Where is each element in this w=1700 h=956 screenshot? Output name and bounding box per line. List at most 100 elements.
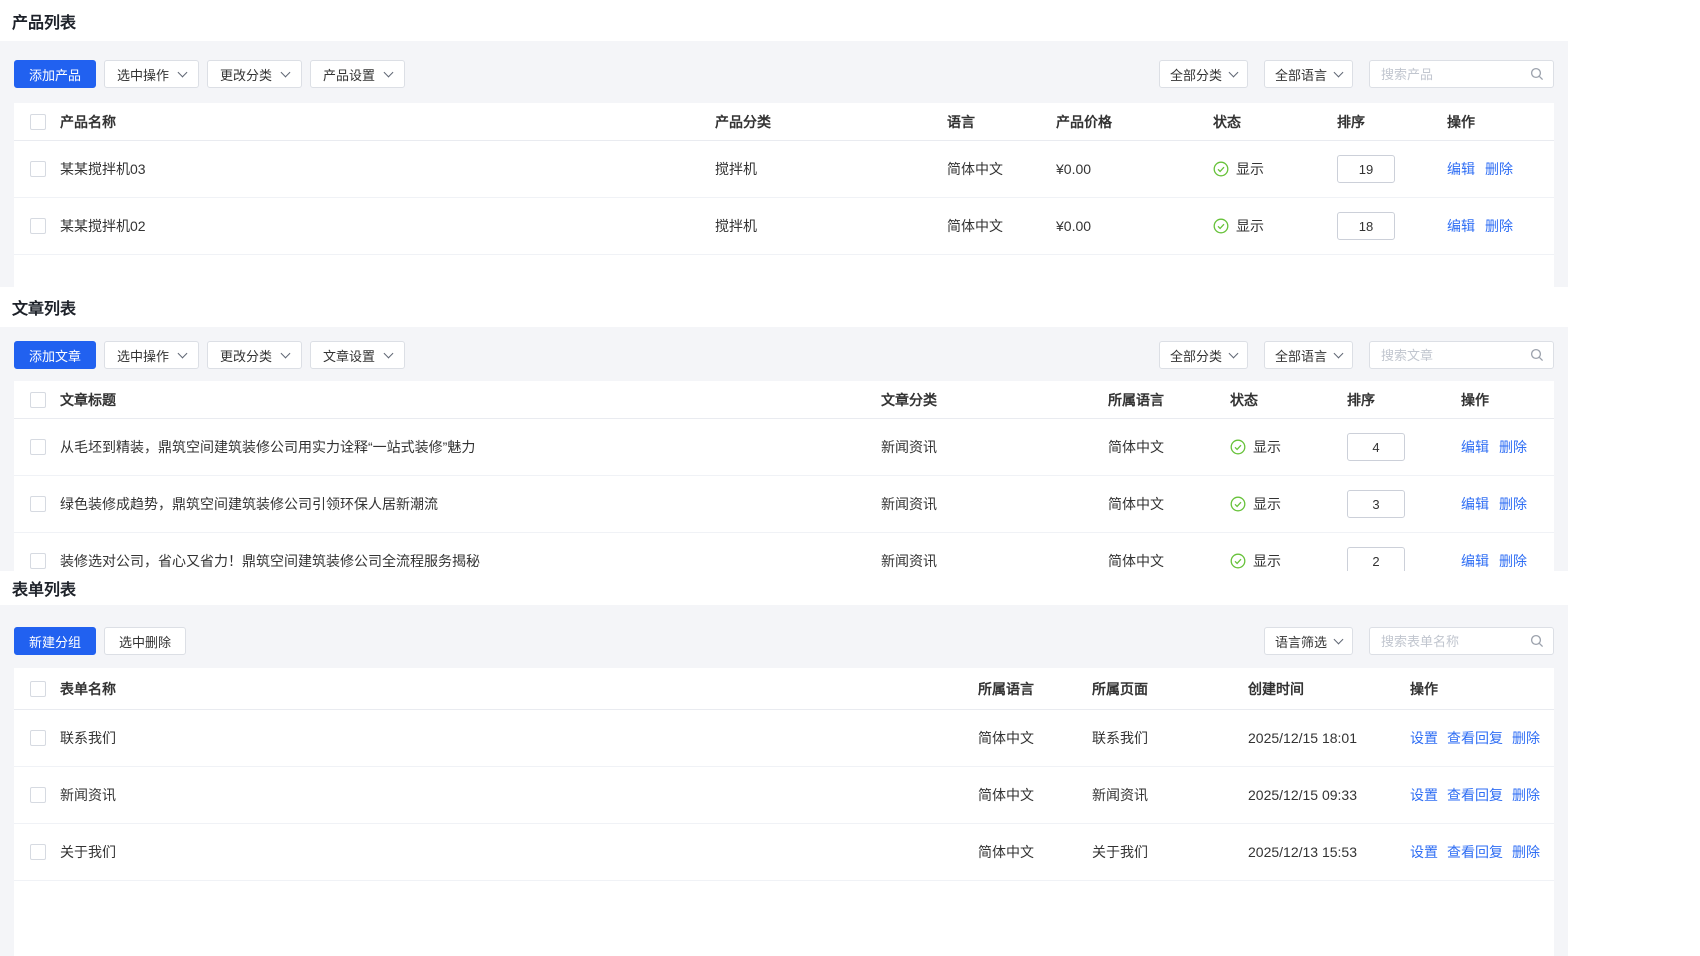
search-input[interactable]: [1379, 632, 1530, 650]
table-row: 绿色装修成趋势，鼎筑空间建筑装修公司引领环保人居新潮流 新闻资讯 简体中文 显示…: [14, 476, 1554, 533]
product-settings-dropdown[interactable]: 产品设置: [310, 60, 406, 88]
select-all-checkbox[interactable]: [30, 391, 46, 408]
edit-link[interactable]: 编辑: [1447, 218, 1475, 234]
form-page: 联系我们: [1092, 730, 1148, 746]
product-name: 某某搅拌机03: [60, 161, 146, 177]
product-price: ¥0.00: [1056, 218, 1092, 234]
article-settings-dropdown[interactable]: 文章设置: [310, 341, 406, 369]
article-category: 新闻资讯: [881, 496, 937, 512]
selected-actions-dropdown[interactable]: 选中操作: [104, 341, 200, 369]
column-header: 排序: [1337, 113, 1365, 130]
dropdown-label: 选中操作: [117, 348, 170, 364]
status-badge: 显示: [1216, 494, 1333, 514]
column-header: 文章分类: [881, 391, 937, 408]
status-badge: 显示: [1199, 159, 1323, 179]
language-filter-dropdown[interactable]: 语言筛选: [1263, 627, 1353, 655]
delete-selected-button[interactable]: 选中删除: [104, 627, 187, 655]
row-checkbox[interactable]: [30, 787, 46, 803]
row-checkbox[interactable]: [30, 730, 46, 746]
product-name: 某某搅拌机02: [60, 218, 146, 234]
form-language: 简体中文: [978, 730, 1034, 746]
row-checkbox[interactable]: [30, 218, 46, 234]
row-checkbox[interactable]: [30, 553, 46, 569]
column-header: 产品名称: [60, 113, 116, 130]
delete-link[interactable]: 删除: [1499, 496, 1527, 512]
select-all-checkbox[interactable]: [30, 113, 46, 130]
articles-toolbar: 添加文章 选中操作 更改分类 文章设置 全部分类: [14, 341, 1554, 369]
form-name: 关于我们: [60, 844, 116, 860]
category-filter-dropdown[interactable]: 全部分类: [1158, 341, 1248, 369]
language-filter-dropdown[interactable]: 全部语言: [1263, 60, 1353, 88]
view-replies-link[interactable]: 查看回复: [1447, 787, 1503, 803]
delete-link[interactable]: 删除: [1512, 844, 1540, 860]
view-replies-link[interactable]: 查看回复: [1447, 844, 1503, 860]
sort-input[interactable]: [1337, 155, 1395, 183]
delete-link[interactable]: 删除: [1485, 218, 1513, 234]
table-row: 某某搅拌机02 搅拌机 简体中文 ¥0.00 显示 编辑 删除: [14, 198, 1554, 255]
selected-actions-dropdown[interactable]: 选中操作: [104, 60, 200, 88]
add-product-button[interactable]: 添加产品: [14, 60, 97, 88]
sort-input[interactable]: [1347, 490, 1405, 518]
forms-toolbar: 新建分组 选中删除 语言筛选: [14, 627, 1554, 655]
chevron-down-icon: [177, 348, 188, 358]
column-header: 所属语言: [978, 680, 1034, 697]
table-row: 某某搅拌机03 搅拌机 简体中文 ¥0.00 显示 编辑 删除: [14, 141, 1554, 198]
row-checkbox[interactable]: [30, 496, 46, 512]
edit-link[interactable]: 编辑: [1461, 553, 1489, 569]
settings-link[interactable]: 设置: [1410, 844, 1438, 860]
search-input[interactable]: [1379, 346, 1530, 364]
language-filter-dropdown[interactable]: 全部语言: [1263, 341, 1353, 369]
change-category-dropdown[interactable]: 更改分类: [207, 341, 303, 369]
search-icon: [1530, 634, 1544, 648]
status-badge: 显示: [1216, 551, 1333, 571]
products-panel: 添加产品 选中操作 更改分类 产品设置 全部分类: [0, 41, 1568, 287]
column-header: 语言: [947, 113, 975, 130]
edit-link[interactable]: 编辑: [1461, 496, 1489, 512]
row-checkbox[interactable]: [30, 439, 46, 455]
delete-link[interactable]: 删除: [1512, 787, 1540, 803]
sort-input[interactable]: [1337, 212, 1395, 240]
settings-link[interactable]: 设置: [1410, 730, 1438, 746]
article-language: 简体中文: [1108, 439, 1164, 455]
category-filter-dropdown[interactable]: 全部分类: [1158, 60, 1248, 88]
admin-page: 产品列表 添加产品 选中操作 更改分类 产品设置: [0, 14, 1568, 956]
settings-link[interactable]: 设置: [1410, 787, 1438, 803]
article-category: 新闻资讯: [881, 439, 937, 455]
delete-link[interactable]: 删除: [1485, 161, 1513, 177]
add-article-button[interactable]: 添加文章: [14, 341, 97, 369]
view-replies-link[interactable]: 查看回复: [1447, 730, 1503, 746]
chevron-down-icon: [1228, 67, 1239, 77]
form-name: 联系我们: [60, 730, 116, 746]
delete-link[interactable]: 删除: [1499, 439, 1527, 455]
delete-link[interactable]: 删除: [1512, 730, 1540, 746]
circle-check-icon: [1230, 496, 1246, 512]
delete-link[interactable]: 删除: [1499, 553, 1527, 569]
article-title: 从毛坯到精装，鼎筑空间建筑装修公司用实力诠释“一站式装修”魅力: [60, 439, 476, 455]
column-header: 操作: [1447, 113, 1475, 130]
change-category-dropdown[interactable]: 更改分类: [207, 60, 303, 88]
forms-table-header: 表单名称 所属语言 所属页面 创建时间 操作: [14, 668, 1554, 710]
row-actions: 编辑 删除: [1461, 437, 1554, 457]
select-all-checkbox[interactable]: [30, 680, 46, 697]
product-category: 搅拌机: [715, 161, 757, 177]
column-header: 排序: [1347, 391, 1375, 408]
column-header: 操作: [1410, 680, 1438, 697]
dropdown-label: 全部分类: [1169, 67, 1222, 83]
dropdown-label: 选中操作: [117, 67, 170, 83]
dropdown-label: 语言筛选: [1274, 634, 1327, 650]
row-checkbox[interactable]: [30, 844, 46, 860]
sort-input[interactable]: [1347, 433, 1405, 461]
row-actions: 编辑 删除: [1447, 216, 1554, 236]
edit-link[interactable]: 编辑: [1461, 439, 1489, 455]
search-input[interactable]: [1379, 65, 1530, 83]
row-checkbox[interactable]: [30, 161, 46, 177]
table-row: 联系我们 简体中文 联系我们 2025/12/15 18:01 设置 查看回复 …: [14, 710, 1554, 767]
status-badge: 显示: [1216, 437, 1333, 457]
form-language: 简体中文: [978, 844, 1034, 860]
column-header: 创建时间: [1248, 680, 1304, 697]
sort-input[interactable]: [1347, 547, 1405, 571]
edit-link[interactable]: 编辑: [1447, 161, 1475, 177]
form-language: 简体中文: [978, 787, 1034, 803]
new-group-button[interactable]: 新建分组: [14, 627, 97, 655]
products-toolbar: 添加产品 选中操作 更改分类 产品设置 全部分类: [14, 60, 1554, 88]
